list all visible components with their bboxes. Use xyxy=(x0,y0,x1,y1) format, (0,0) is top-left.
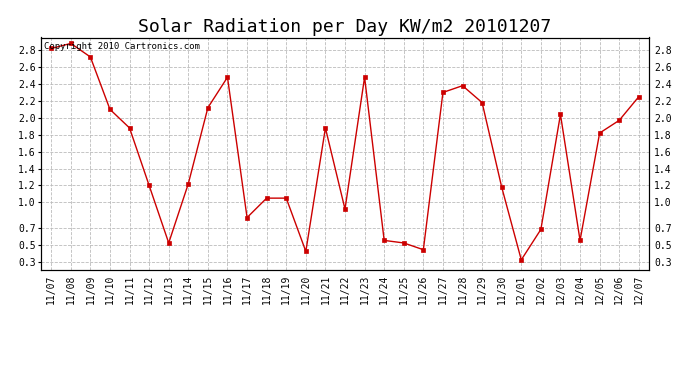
Title: Solar Radiation per Day KW/m2 20101207: Solar Radiation per Day KW/m2 20101207 xyxy=(139,18,551,36)
Text: Copyright 2010 Cartronics.com: Copyright 2010 Cartronics.com xyxy=(44,42,200,51)
